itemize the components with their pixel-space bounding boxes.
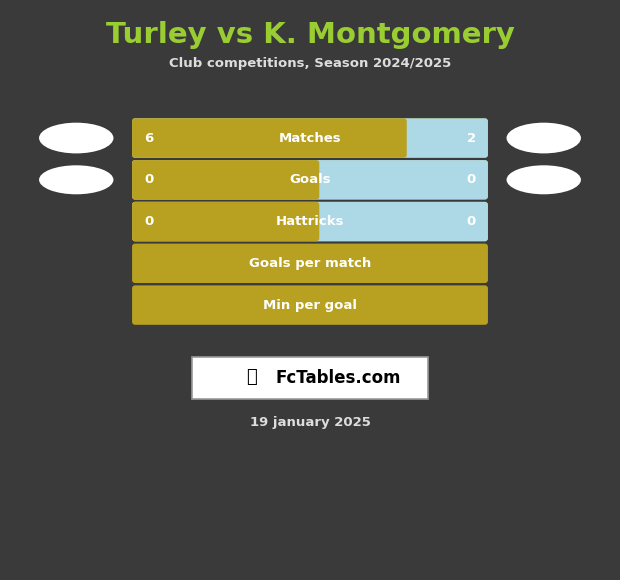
Text: 2: 2: [467, 132, 476, 144]
FancyBboxPatch shape: [132, 160, 319, 200]
Text: 0: 0: [467, 215, 476, 228]
Text: Goals: Goals: [289, 173, 331, 186]
FancyBboxPatch shape: [192, 357, 428, 399]
Text: 0: 0: [144, 173, 153, 186]
FancyBboxPatch shape: [132, 202, 319, 241]
Text: 📊: 📊: [246, 368, 257, 386]
Text: Hattricks: Hattricks: [276, 215, 344, 228]
Text: 0: 0: [144, 215, 153, 228]
FancyBboxPatch shape: [132, 160, 488, 200]
Text: Min per goal: Min per goal: [263, 299, 357, 311]
Text: Goals per match: Goals per match: [249, 257, 371, 270]
FancyBboxPatch shape: [135, 163, 310, 197]
FancyBboxPatch shape: [132, 118, 488, 158]
Ellipse shape: [39, 123, 113, 154]
FancyBboxPatch shape: [132, 118, 488, 158]
Ellipse shape: [39, 165, 113, 194]
Text: 6: 6: [144, 132, 153, 144]
Text: Matches: Matches: [278, 132, 342, 144]
FancyBboxPatch shape: [132, 118, 407, 158]
FancyBboxPatch shape: [132, 244, 488, 283]
FancyBboxPatch shape: [132, 202, 488, 241]
Text: Club competitions, Season 2024/2025: Club competitions, Season 2024/2025: [169, 57, 451, 70]
FancyBboxPatch shape: [135, 205, 310, 238]
FancyBboxPatch shape: [132, 202, 488, 241]
Ellipse shape: [507, 123, 581, 154]
Text: 19 january 2025: 19 january 2025: [250, 416, 370, 429]
Text: FcTables.com: FcTables.com: [275, 368, 401, 387]
FancyBboxPatch shape: [132, 160, 488, 200]
Ellipse shape: [507, 165, 581, 194]
Text: Turley vs K. Montgomery: Turley vs K. Montgomery: [105, 21, 515, 49]
Text: 0: 0: [467, 173, 476, 186]
FancyBboxPatch shape: [132, 285, 488, 325]
FancyBboxPatch shape: [135, 121, 397, 155]
